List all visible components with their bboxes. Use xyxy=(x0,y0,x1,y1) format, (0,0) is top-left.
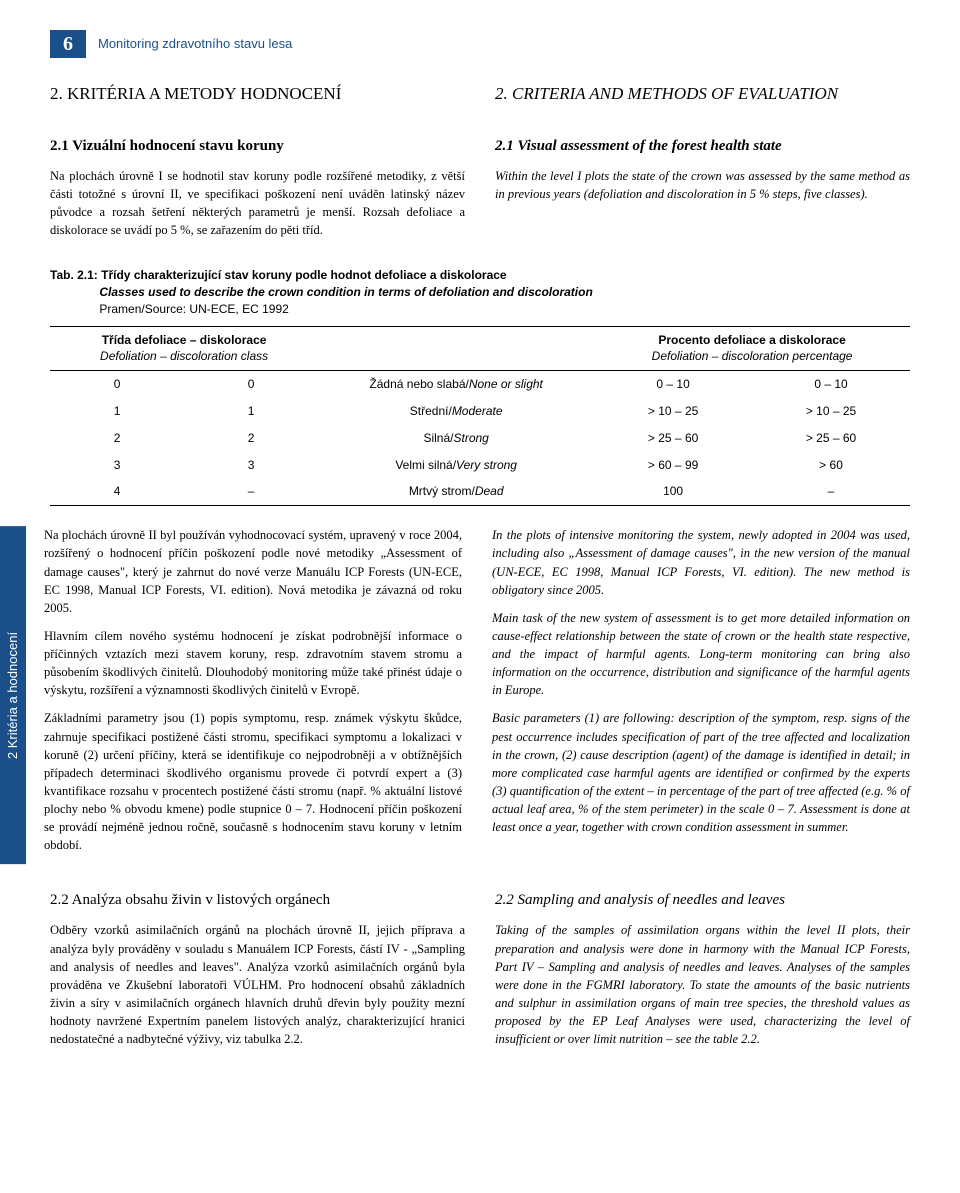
cell-desc: Střední/Moderate xyxy=(318,398,594,425)
table-head-right-en: Defoliation – discoloration percentage xyxy=(602,348,902,365)
section-2-heads: 2. KRITÉRIA A METODY HODNOCENÍ 2. CRITER… xyxy=(50,82,910,120)
cell-class-disc: 0 xyxy=(184,371,318,398)
cell-pct-disc: > 60 xyxy=(752,452,910,479)
cell-pct-def: > 60 – 99 xyxy=(594,452,752,479)
side-tab: 2 Kritéria a hodnocení xyxy=(0,526,26,864)
cell-class-def: 3 xyxy=(50,452,184,479)
table-row: 22Silná/Strong> 25 – 60> 25 – 60 xyxy=(50,425,910,452)
side-tab-section: 2 Kritéria a hodnocení Na plochách úrovn… xyxy=(50,526,910,864)
cell-pct-disc: > 25 – 60 xyxy=(752,425,910,452)
table-caption-cz: Třídy charakterizující stav koruny podle… xyxy=(101,268,506,282)
table-head-spacer xyxy=(318,326,594,371)
section-22-para-en: Taking of the samples of assimilation or… xyxy=(495,921,910,1048)
table-head-right: Procento defoliace a diskolorace Defolia… xyxy=(594,326,910,371)
cell-pct-def: > 25 – 60 xyxy=(594,425,752,452)
table-row: 11Střední/Moderate> 10 – 25> 10 – 25 xyxy=(50,398,910,425)
cell-pct-def: 100 xyxy=(594,478,752,505)
middle-en-p1: In the plots of intensive monitoring the… xyxy=(492,526,910,599)
cell-pct-disc: > 10 – 25 xyxy=(752,398,910,425)
cell-class-disc: 3 xyxy=(184,452,318,479)
cell-desc: Velmi silná/Very strong xyxy=(318,452,594,479)
cell-class-def: 0 xyxy=(50,371,184,398)
cell-desc: Žádná nebo slabá/None or slight xyxy=(318,371,594,398)
table-caption: Tab. 2.1: Třídy charakterizující stav ko… xyxy=(50,267,910,317)
section-22-para-cz: Odběry vzorků asimilačních orgánů na plo… xyxy=(50,921,465,1048)
table-row: 00Žádná nebo slabá/None or slight0 – 100… xyxy=(50,371,910,398)
table-label: Tab. 2.1: xyxy=(50,268,98,282)
cell-class-def: 2 xyxy=(50,425,184,452)
middle-cz-p2: Hlavním cílem nového systému hodnocení j… xyxy=(44,627,462,700)
section-21-para-cz: Na plochách úrovně I se hodnotil stav ko… xyxy=(50,167,465,240)
cell-class-def: 4 xyxy=(50,478,184,505)
cell-pct-def: 0 – 10 xyxy=(594,371,752,398)
table-row: 4–Mrtvý strom/Dead100– xyxy=(50,478,910,505)
middle-en-p3: Basic parameters (1) are following: desc… xyxy=(492,709,910,836)
section-22-head-en: 2.2 Sampling and analysis of needles and… xyxy=(495,890,910,911)
section-2-title-en: 2. CRITERIA AND METHODS OF EVALUATION xyxy=(495,82,910,106)
middle-en-p2: Main task of the new system of assessmen… xyxy=(492,609,910,700)
table-head-left-cz: Třída defoliace – diskolorace xyxy=(102,333,267,347)
middle-cz-p1: Na plochách úrovně II byl používán vyhod… xyxy=(44,526,462,617)
header-title: Monitoring zdravotního stavu lesa xyxy=(98,35,292,53)
section-21-para-en: Within the level I plots the state of th… xyxy=(495,167,910,203)
cell-desc: Mrtvý strom/Dead xyxy=(318,478,594,505)
section-21-head-en: 2.1 Visual assessment of the forest heal… xyxy=(495,136,910,157)
page-number: 6 xyxy=(50,30,86,58)
table-head-right-cz: Procento defoliace a diskolorace xyxy=(658,333,845,347)
table-caption-src: Pramen/Source: UN-ECE, EC 1992 xyxy=(99,302,288,316)
cell-class-disc: 2 xyxy=(184,425,318,452)
cell-class-def: 1 xyxy=(50,398,184,425)
table-head-left-en: Defoliation – discoloration class xyxy=(58,348,310,365)
table-head-left: Třída defoliace – diskolorace Defoliatio… xyxy=(50,326,318,371)
cell-class-disc: – xyxy=(184,478,318,505)
cell-pct-def: > 10 – 25 xyxy=(594,398,752,425)
section-22-head-cz: 2.2 Analýza obsahu živin v listových org… xyxy=(50,890,465,911)
cell-pct-disc: 0 – 10 xyxy=(752,371,910,398)
middle-cz-p3: Základními parametry jsou (1) popis symp… xyxy=(44,709,462,854)
table-caption-en: Classes used to describe the crown condi… xyxy=(99,285,592,299)
section-22: 2.2 Analýza obsahu živin v listových org… xyxy=(50,890,910,1058)
table-row: 33Velmi silná/Very strong> 60 – 99> 60 xyxy=(50,452,910,479)
section-21: 2.1 Vizuální hodnocení stavu koruny Na p… xyxy=(50,136,910,250)
cell-pct-disc: – xyxy=(752,478,910,505)
page-header: 6 Monitoring zdravotního stavu lesa xyxy=(50,30,910,58)
class-table: Třída defoliace – diskolorace Defoliatio… xyxy=(50,326,910,507)
cell-class-disc: 1 xyxy=(184,398,318,425)
section-2-title-cz: 2. KRITÉRIA A METODY HODNOCENÍ xyxy=(50,82,465,106)
cell-desc: Silná/Strong xyxy=(318,425,594,452)
section-21-head-cz: 2.1 Vizuální hodnocení stavu koruny xyxy=(50,136,465,157)
